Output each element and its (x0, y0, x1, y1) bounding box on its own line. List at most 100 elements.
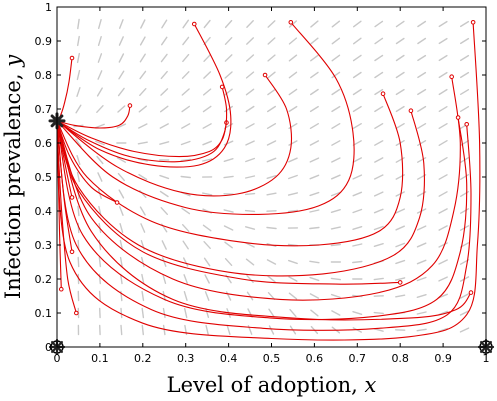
vector-arrow (139, 70, 147, 80)
trajectory-line (56, 21, 355, 215)
vector-arrow (460, 88, 470, 96)
vector-arrow (395, 208, 405, 214)
vector-arrow (417, 71, 427, 79)
vector-arrow (139, 206, 146, 216)
vector-arrow (161, 19, 168, 29)
vector-arrow (266, 157, 277, 163)
vector-arrow (76, 86, 81, 98)
trajectory-start-point (397, 280, 403, 285)
vector-arrow (203, 240, 211, 250)
vector-arrow (266, 226, 277, 230)
vector-arrow (417, 20, 427, 28)
vector-arrow (267, 275, 276, 283)
vector-arrow (330, 191, 341, 197)
vector-arrow (288, 140, 298, 146)
vector-arrow (266, 140, 277, 146)
vector-arrow (98, 205, 102, 217)
trajectory-line (56, 117, 468, 321)
vector-arrow (139, 53, 146, 63)
vector-arrow (395, 105, 405, 113)
ticks: 0 0.1 0.2 0.3 0.4 0.5 0.6 0.7 0.8 0.9 1 0 0.1 0.2 0.3 0… (35, 1, 490, 365)
vector-arrow (244, 192, 256, 196)
vector-arrow (180, 175, 191, 179)
vector-arrow (309, 209, 320, 213)
vector-arrow (76, 154, 81, 166)
vector-arrow (373, 277, 384, 281)
vector-arrow (266, 122, 277, 130)
vector-arrow (373, 208, 384, 214)
vector-arrow (331, 71, 341, 79)
trajectory-line (56, 120, 472, 331)
vector-arrow (416, 328, 427, 332)
vector-arrow (352, 88, 362, 96)
vector-arrow (288, 122, 298, 130)
vector-arrow (288, 292, 298, 300)
vector-arrow (182, 36, 190, 46)
vector-arrow (205, 324, 209, 336)
vector-arrow (182, 53, 190, 63)
vector-arrow (266, 174, 277, 180)
vector-arrow (331, 174, 341, 180)
vector-arrow (159, 141, 170, 145)
x-axis-label: Level of adoption, x (167, 373, 377, 397)
vector-arrow (202, 158, 213, 162)
vector-arrow (244, 175, 256, 179)
y-axis-label: Infection prevalence, y (1, 54, 25, 299)
vector-arrow (267, 88, 276, 96)
vector-arrow (77, 18, 80, 30)
vector-arrow (288, 88, 298, 96)
vector-arrow (374, 191, 384, 197)
vector-arrow (181, 223, 190, 233)
vector-arrow (182, 240, 189, 250)
vector-arrow (116, 123, 127, 129)
x-tick-label: 0 (54, 352, 61, 365)
vector-arrow (309, 260, 320, 264)
vector-arrow (352, 54, 362, 62)
vector-arrow (288, 259, 298, 265)
vector-arrow (288, 71, 298, 79)
vector-arrow (374, 88, 384, 96)
vector-arrow (417, 105, 427, 113)
vector-arrow (438, 242, 448, 248)
vector-arrow (374, 122, 384, 130)
vector-arrow (77, 256, 80, 268)
vector-arrow (138, 105, 148, 113)
vector-arrow (139, 87, 147, 97)
vector-arrow (373, 328, 384, 332)
vector-arrow (77, 205, 80, 217)
vector-arrow (309, 293, 320, 299)
vector-arrow (352, 105, 362, 113)
trajectory-line (56, 120, 73, 198)
vector-arrow (352, 191, 363, 197)
vector-arrow (288, 54, 298, 62)
vector-arrow (438, 139, 448, 147)
vector-arrow (374, 20, 384, 28)
vector-arrow (288, 276, 298, 282)
vector-arrow (137, 158, 148, 162)
vector-arrow (224, 54, 233, 62)
vector-arrow (160, 36, 168, 46)
vector-arrow (352, 140, 362, 146)
vector-arrow (331, 157, 341, 163)
vector-arrow (245, 71, 255, 79)
vector-arrow (416, 311, 427, 315)
vector-arrow (330, 243, 341, 247)
vector-arrow (330, 226, 341, 230)
vector-arrow (331, 88, 341, 96)
trajectory-start-point (380, 91, 386, 96)
y-tick-label: 0 (45, 341, 52, 354)
vector-arrow (159, 105, 169, 113)
trajectory-line (56, 120, 401, 285)
vector-arrow (417, 157, 427, 163)
y-tick-label: 0.7 (35, 103, 53, 116)
vector-arrow (288, 20, 297, 28)
vector-arrow (267, 71, 276, 79)
vector-arrow (118, 70, 125, 80)
vector-arrow (288, 174, 298, 180)
vector-arrow (416, 294, 427, 298)
vector-arrow (438, 122, 448, 130)
vector-arrow (203, 257, 211, 267)
vector-arrow (117, 87, 125, 97)
vector-arrow (267, 54, 276, 62)
vector-arrow (459, 327, 470, 333)
